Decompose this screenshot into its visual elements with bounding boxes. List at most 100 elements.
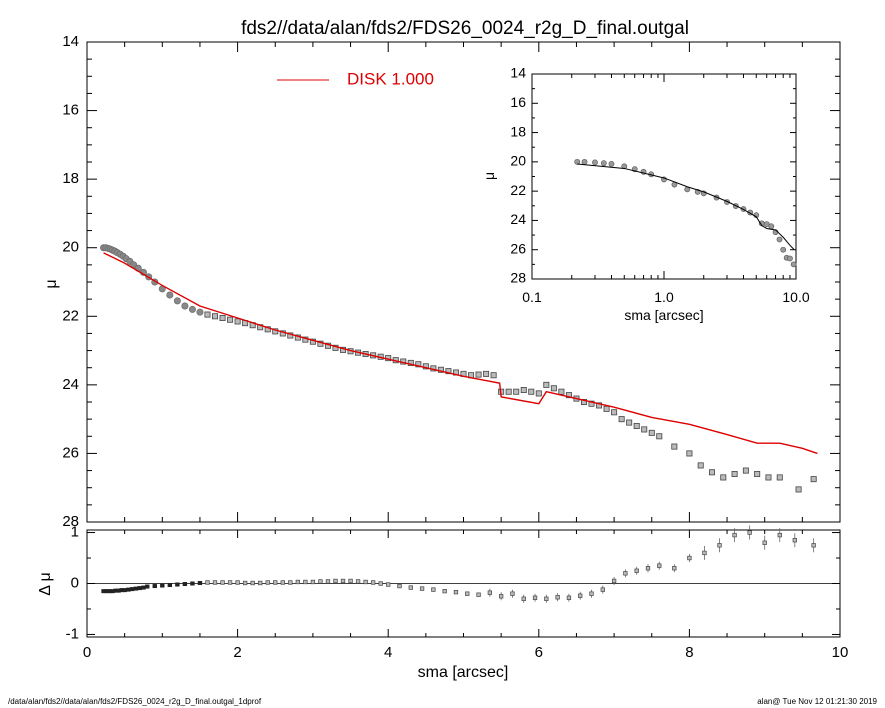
main-y-tick-label: 26 (62, 444, 79, 461)
residual-point (182, 582, 188, 587)
inset-observed-point (768, 223, 775, 230)
residual-y-tick-label: -1 (66, 625, 79, 642)
residual-point (657, 563, 662, 568)
residual-point (133, 586, 139, 591)
observed-point (603, 405, 610, 412)
observed-point (697, 462, 704, 469)
residual-y-tick-label: 1 (71, 524, 79, 541)
inset-observed-point (608, 161, 615, 167)
inset-y-tick-label: 14 (510, 65, 526, 81)
residual-point (408, 585, 413, 590)
observed-point (550, 385, 557, 392)
residual-point (110, 589, 115, 594)
inset-x-tick-label: 10.0 (782, 289, 809, 305)
residual-point (190, 581, 195, 586)
observed-point (686, 450, 693, 457)
observed-point (611, 409, 618, 416)
residual-point (672, 566, 677, 571)
residual-point (145, 584, 150, 589)
residual-point (227, 580, 233, 585)
legend-label: DISK 1.000 (347, 69, 434, 88)
inset-x-tick-label: 0.1 (522, 289, 542, 305)
observed-point (437, 366, 444, 373)
observed-point (166, 291, 174, 299)
observed-point (234, 318, 241, 325)
residual-point (197, 580, 203, 585)
residual-point (702, 550, 707, 556)
main-y-tick-label: 20 (62, 239, 79, 256)
inset-x-tick-label: 1.0 (654, 289, 674, 305)
x-tick-label: 6 (535, 644, 543, 661)
inset-y-tick-label: 18 (510, 123, 526, 139)
residual-point (250, 580, 255, 586)
observed-point (483, 370, 490, 377)
residual-point (295, 579, 300, 585)
residual-point (160, 583, 165, 588)
residual-point (175, 582, 180, 587)
residual-point (212, 580, 218, 585)
observed-point (565, 392, 572, 399)
x-axis-label: sma [arcsec] (418, 664, 509, 681)
observed-point (490, 372, 497, 379)
main-y-tick-label: 28 (62, 513, 79, 530)
residual-point (645, 566, 651, 571)
inset-y-tick-label: 16 (510, 94, 526, 110)
inset-observed-point (787, 255, 793, 262)
inset-y-tick-label: 20 (510, 153, 526, 169)
inset-panel: 0.1 1.0 10.0 14 16 18 20 22 24 26 28 μ sma [arcsec… (481, 62, 810, 323)
x-tick-label: 10 (832, 644, 849, 661)
residual-point (634, 568, 639, 573)
residual-point (116, 588, 121, 593)
observed-point (475, 371, 482, 378)
residual-point (397, 583, 402, 589)
residual-point (600, 587, 605, 592)
observed-point (618, 416, 625, 423)
observed-point (742, 467, 749, 474)
residual-point (532, 595, 538, 600)
footer-file-path: /data/alan/fds2//data/alan/fds2/FDS26_00… (8, 697, 262, 706)
residual-point (205, 580, 210, 585)
observed-point (641, 426, 648, 433)
residual-point (386, 582, 391, 587)
residual-point (589, 591, 594, 596)
observed-point (173, 297, 181, 305)
residual-point (141, 585, 146, 590)
main-y-axis-label: μ (43, 279, 60, 288)
main-y-tick-label: 16 (62, 102, 79, 119)
residual-point (333, 578, 338, 584)
residual-point (258, 580, 263, 586)
observed-point (407, 359, 414, 366)
inset-y-tick-label: 26 (510, 240, 526, 256)
observed-point (264, 326, 271, 333)
observed-point (535, 390, 542, 397)
residual-point (325, 579, 331, 584)
observed-point (810, 476, 817, 483)
inset-x-axis-label: sma [arcsec] (624, 307, 703, 323)
residual-point (555, 595, 560, 600)
footer-timestamp: alan@ Tue Nov 12 01:21:30 2019 (757, 697, 877, 706)
observed-point (588, 400, 595, 407)
observed-point (181, 302, 189, 310)
residual-point (611, 578, 617, 584)
inset-observed-point (574, 158, 581, 165)
observed-point (422, 363, 429, 370)
residual-point (280, 580, 285, 585)
x-tick-label: 8 (685, 644, 693, 661)
residual-y-axis-label: Δ μ (37, 572, 54, 595)
residual-point (265, 580, 270, 585)
inset-y-tick-label: 24 (510, 211, 526, 227)
residual-y-tick-label: 0 (71, 574, 79, 591)
observed-point (720, 474, 727, 481)
observed-point (204, 311, 211, 318)
observed-point (633, 422, 640, 429)
x-tick-label: 4 (384, 644, 392, 661)
inset-model-line (577, 163, 795, 251)
observed-point (212, 313, 219, 320)
model-line (103, 252, 818, 455)
x-tick-label: 2 (233, 644, 241, 661)
observed-point (219, 314, 226, 321)
inset-observed-point (776, 236, 783, 243)
residual-point (510, 591, 515, 596)
residual-point (777, 532, 782, 538)
residual-point (101, 589, 106, 594)
